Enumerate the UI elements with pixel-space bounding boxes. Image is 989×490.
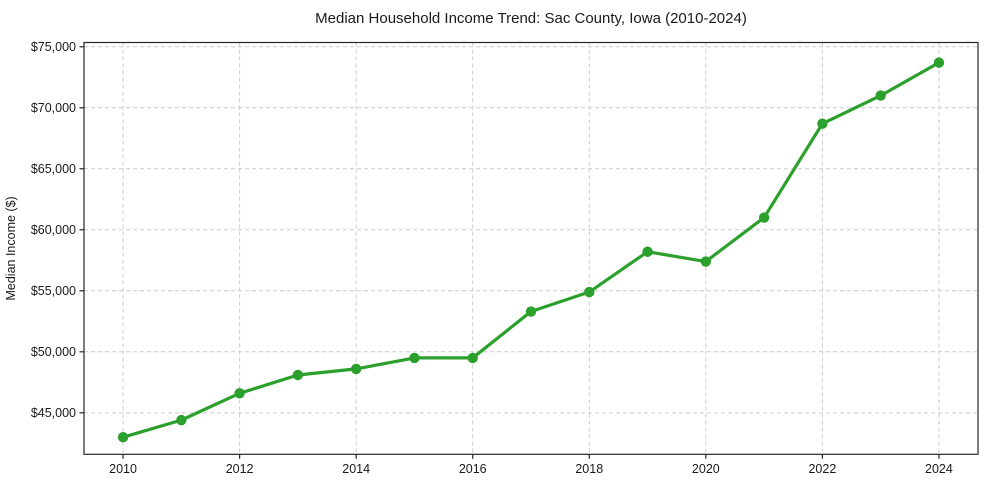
x-tick-label: 2016 xyxy=(459,462,487,476)
data-point-2016 xyxy=(467,352,478,364)
data-point-2010 xyxy=(117,432,129,443)
y-tick-label: $75,000 xyxy=(31,40,76,54)
plot-frame xyxy=(83,41,979,455)
data-point-2011 xyxy=(176,414,187,426)
data-point-2015 xyxy=(409,352,420,364)
data-point-2022 xyxy=(817,118,828,129)
data-point-2019 xyxy=(642,246,653,257)
x-tick-label: 2010 xyxy=(109,462,137,476)
data-point-2021 xyxy=(758,212,770,223)
data-point-2017 xyxy=(525,306,537,317)
x-tick-label: 2012 xyxy=(226,462,254,476)
x-tick-label: 2024 xyxy=(925,462,953,476)
data-point-2020 xyxy=(700,256,712,267)
axes-spines xyxy=(83,41,979,455)
data-point-2012 xyxy=(234,388,245,399)
y-tick-label: $45,000 xyxy=(31,406,76,420)
x-tick-label: 2018 xyxy=(575,462,603,476)
income-trend-line xyxy=(121,61,941,439)
data-point-2014 xyxy=(350,363,362,375)
y-tick-label: $70,000 xyxy=(31,101,76,115)
y-tick-label: $65,000 xyxy=(31,162,76,176)
x-tick-label: 2022 xyxy=(808,462,836,476)
y-tick-label: $50,000 xyxy=(31,345,76,359)
data-point-2018 xyxy=(584,286,595,298)
income-line-series xyxy=(117,57,945,443)
data-point-2023 xyxy=(875,90,886,101)
x-tick-label: 2020 xyxy=(692,462,720,476)
grid-layer xyxy=(84,42,978,455)
y-tick-label: $55,000 xyxy=(31,284,76,298)
x-tick-label: 2014 xyxy=(342,462,370,476)
chart-title: Median Household Income Trend: Sac Count… xyxy=(315,10,747,27)
y-tick-label: $60,000 xyxy=(31,223,76,237)
data-point-2013 xyxy=(292,369,304,381)
y-axis-label: Median Income ($) xyxy=(4,196,18,300)
data-point-2024 xyxy=(933,57,945,68)
tick-layer: 2010 2012 2014 2016 2018 2020 2022 2024 $45,000 $… xyxy=(31,40,953,476)
